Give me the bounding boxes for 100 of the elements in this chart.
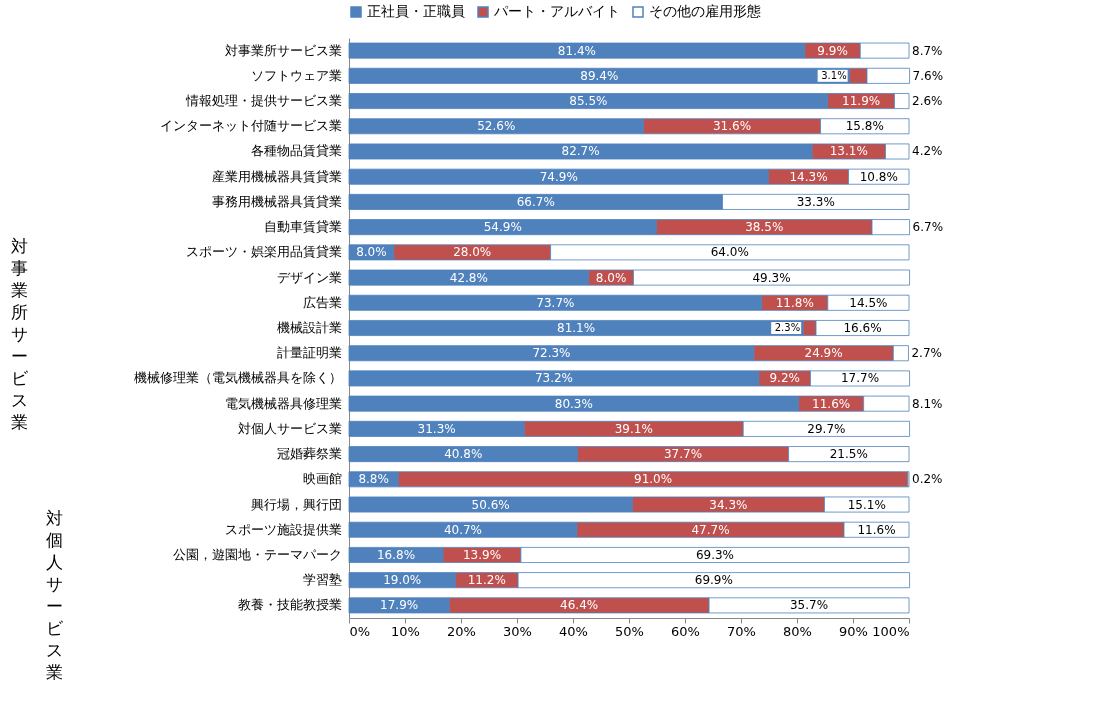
y-tick-label: 電気機械器具修理業 [224, 395, 342, 411]
data-label: 2.7% [911, 346, 942, 361]
data-label: 24.9% [804, 346, 843, 361]
data-label: 9.9% [817, 43, 848, 58]
data-label: 38.5% [745, 220, 784, 235]
y-tick-label: 映画館 [302, 471, 342, 487]
y-tick-label: 自動車賃貸業 [263, 219, 342, 235]
data-label: 8.0% [595, 270, 627, 285]
data-label: 66.7% [516, 194, 555, 209]
data-label: 29.7% [807, 421, 846, 436]
data-label: 40.7% [443, 522, 483, 537]
legend-label: パート・アルバイト [493, 3, 620, 19]
data-label: 4.2% [912, 144, 943, 159]
x-tick-label: 80% [783, 623, 812, 639]
data-label: 2.3% [774, 322, 801, 333]
data-label: 47.7% [691, 522, 730, 537]
y-tick-label: 計量証明業 [276, 345, 342, 361]
data-label: 11.8% [775, 295, 814, 310]
data-label: 14.3% [789, 169, 828, 184]
data-label: 85.5% [569, 94, 608, 109]
data-label: 11.2% [467, 573, 506, 588]
data-label: 3.1% [821, 69, 847, 81]
data-label: 50.6% [471, 497, 510, 512]
y-tick-label: インターネット付随サービス業 [159, 118, 342, 134]
y-tick-label: スポーツ・娯楽用品賃貸業 [185, 244, 342, 260]
y-tick-label: 機械修理業（電気機械器具を除く） [133, 370, 342, 386]
data-label: 8.0% [356, 245, 387, 260]
data-label: 80.3% [554, 396, 593, 411]
data-label: 81.4% [557, 43, 596, 58]
text: 対個人サービス業 [45, 508, 64, 683]
data-label: 64.0% [710, 245, 749, 260]
x-tick-label: 20% [447, 623, 476, 639]
data-label: 72.3% [532, 346, 571, 361]
data-label: 42.8% [449, 270, 488, 285]
data-label: 11.6% [857, 522, 896, 537]
text: 対事業所サービス業 [10, 235, 28, 432]
data-label: 73.7% [536, 295, 575, 310]
data-label: 54.9% [483, 220, 522, 235]
data-label: 81.1% [557, 321, 596, 335]
data-label: 52.6% [477, 119, 516, 134]
data-label: 31.6% [712, 119, 752, 134]
data-label: 2.6% [912, 94, 943, 109]
data-label: 11.6% [812, 396, 851, 411]
y-tick-label: デザイン業 [276, 269, 342, 285]
data-label: 15.8% [845, 119, 884, 134]
data-label: 15.1% [847, 497, 886, 512]
data-label: 16.8% [376, 547, 416, 562]
data-label: 9.2% [769, 371, 800, 386]
x-tick-label: 60% [671, 623, 700, 639]
data-label: 8.8% [358, 472, 389, 487]
data-label: 37.7% [663, 447, 703, 462]
y-tick-label: スポーツ施設提供業 [224, 521, 342, 537]
y-tick-label: 事務用機械器具賃貸業 [211, 193, 342, 209]
y-tick-label: 各種物品賃貸業 [250, 143, 342, 159]
data-label: 16.6% [843, 321, 882, 335]
data-label: 49.3% [752, 270, 791, 285]
data-label: 6.7% [912, 220, 944, 235]
y-tick-label: 産業用機械器具賃貸業 [211, 168, 342, 184]
x-tick-label: 40% [559, 623, 588, 639]
x-tick-label: 100% [872, 623, 910, 639]
data-label: 13.9% [462, 547, 502, 562]
x-tick-label: 0% [349, 623, 371, 639]
data-label: 31.3% [417, 421, 456, 436]
data-label: 14.5% [849, 295, 888, 310]
y-tick-label: 情報処理・提供サービス業 [184, 93, 342, 109]
legend-label: その他の雇用形態 [649, 3, 761, 19]
data-label: 40.8% [444, 447, 483, 462]
y-tick-label: 学習塾 [302, 572, 342, 588]
data-label: 33.3% [796, 194, 835, 209]
y-tick-label: ソフトウェア業 [250, 67, 342, 83]
data-label: 91.0% [634, 472, 673, 487]
data-label: 89.4% [580, 68, 619, 83]
data-label: 0.2% [912, 472, 943, 487]
data-label: 10.8% [859, 169, 898, 184]
data-label: 17.7% [840, 371, 880, 386]
y-tick-label: 教養・技能教授業 [237, 597, 342, 613]
x-tick-label: 70% [727, 623, 756, 639]
data-label: 17.9% [380, 598, 419, 613]
data-label: 7.6% [912, 68, 944, 83]
x-tick-label: 10% [391, 623, 420, 639]
y-tick-label: 機械設計業 [276, 320, 342, 335]
y-tick-label: 広告業 [302, 294, 342, 310]
data-label: 69.3% [695, 547, 735, 562]
data-label: 8.7% [912, 43, 943, 58]
data-label: 34.3% [709, 497, 748, 512]
data-label: 69.9% [694, 573, 733, 588]
data-label: 35.7% [789, 598, 829, 613]
data-label: 13.1% [829, 144, 868, 159]
data-label: 74.9% [539, 169, 578, 184]
x-tick-label: 50% [615, 623, 644, 639]
data-label: 28.0% [453, 245, 492, 260]
data-label: 8.1% [912, 396, 943, 411]
legend-label: 正社員・正職員 [367, 3, 465, 19]
data-label: 82.7% [561, 144, 600, 159]
x-tick-label: 90% [839, 623, 868, 639]
y-tick-label: 冠婚葬祭業 [276, 446, 342, 462]
data-label: 73.2% [534, 371, 574, 386]
x-tick-label: 30% [503, 623, 532, 639]
y-tick-label: 興行場，興行団 [250, 496, 342, 512]
data-label: 21.5% [829, 447, 868, 462]
